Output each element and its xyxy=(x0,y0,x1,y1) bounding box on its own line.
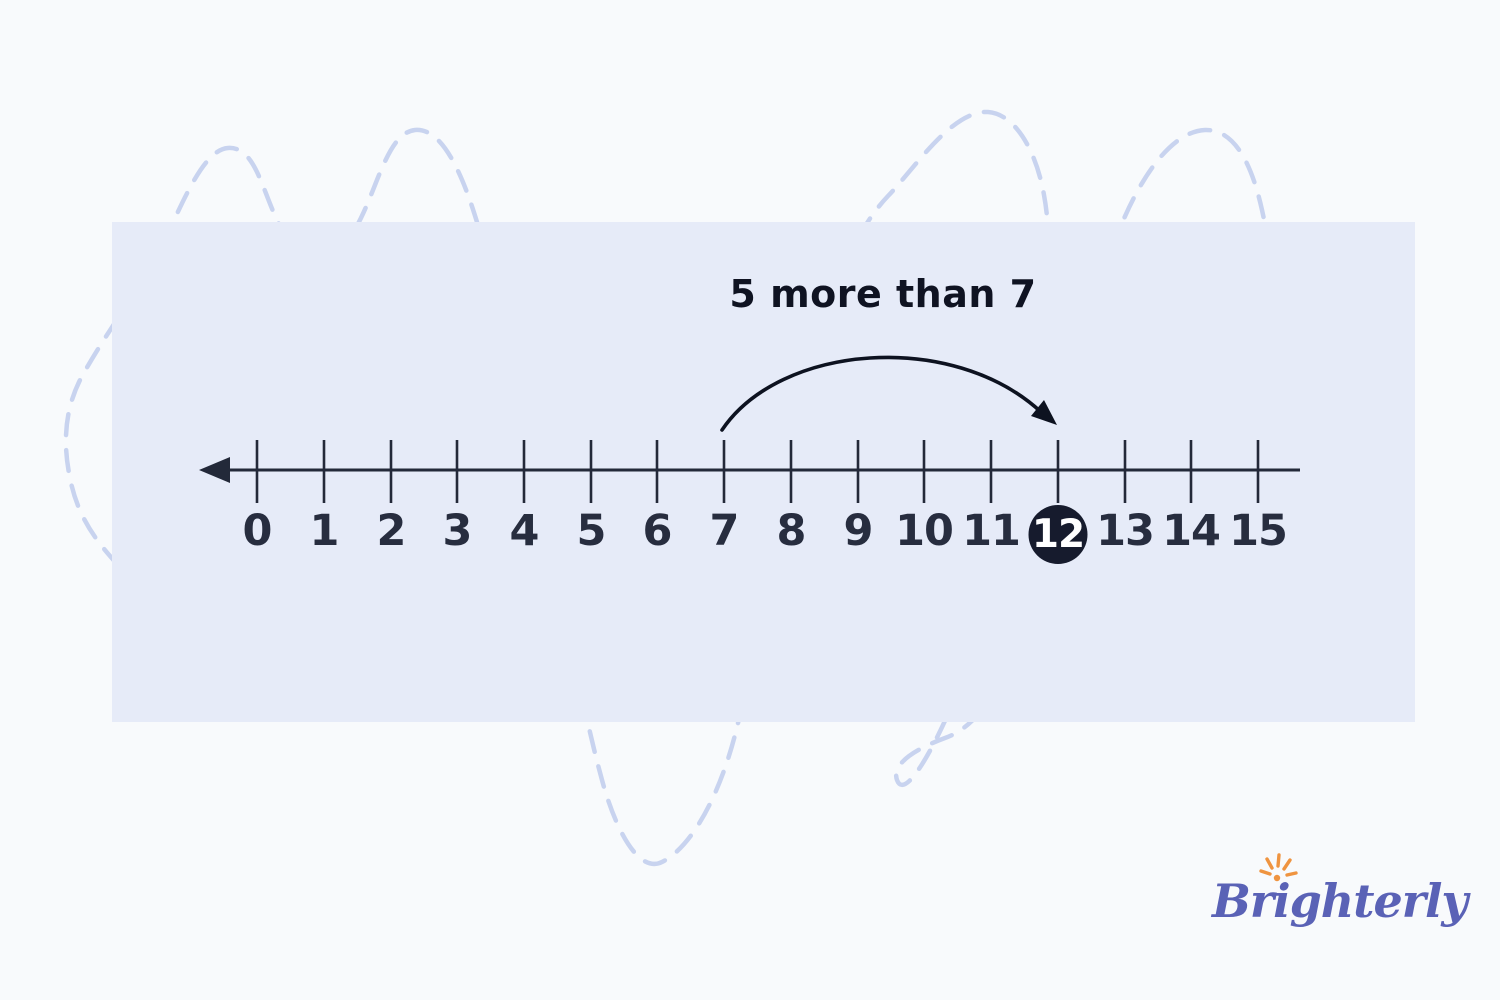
brighterly-wordmark: Brighterly xyxy=(1212,874,1468,928)
jump-arc xyxy=(720,355,1043,432)
sun-rays-icon xyxy=(1259,853,1298,882)
tick-marks xyxy=(255,440,1260,503)
axis-left-arrowhead xyxy=(199,457,230,483)
diagram-title: 5 more than 7 xyxy=(729,272,1037,316)
content-panel xyxy=(112,222,1415,722)
jump-arc-arrowhead xyxy=(1031,400,1057,425)
brighterly-logo: Brighterly xyxy=(1212,852,1468,952)
